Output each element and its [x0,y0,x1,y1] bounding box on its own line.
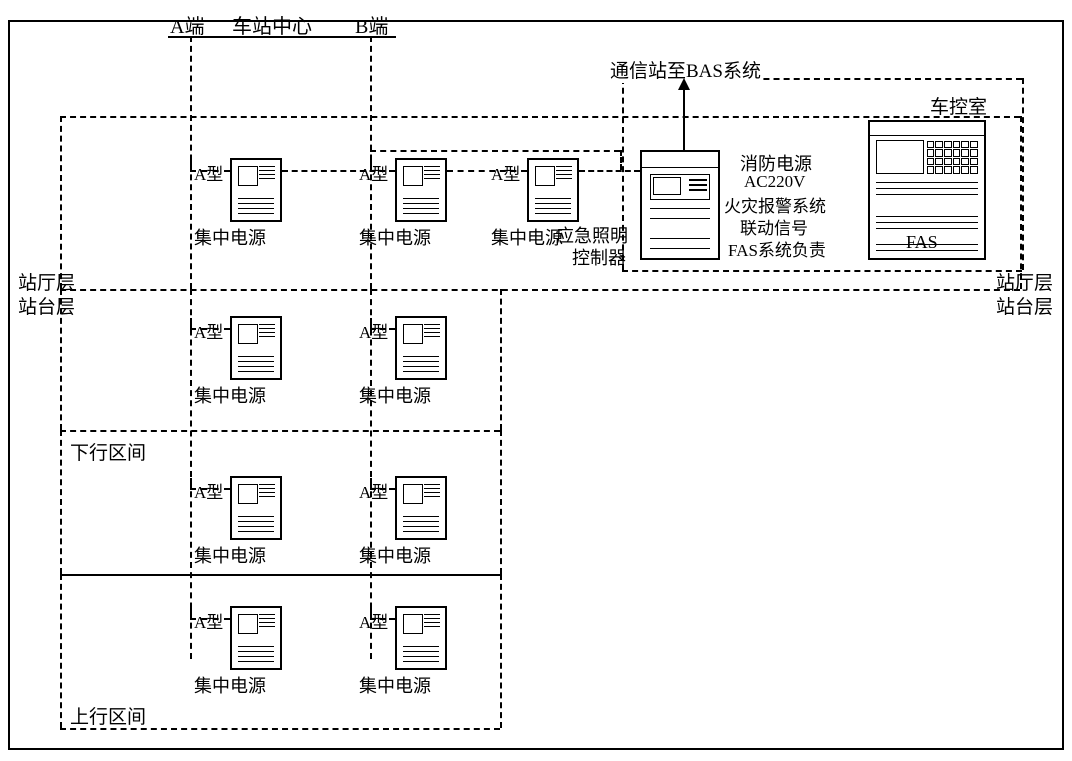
device-subtitle-label: 集中电源 [491,224,563,250]
label-hall-left-2: 站台层 [18,292,75,319]
bus-row1-seg4 [579,170,640,172]
controller-label-2: 控制器 [572,244,626,270]
label-hall-right-1: 站厅层 [996,268,1053,295]
hall-left [60,116,62,289]
device-subtitle-label: 集中电源 [359,672,431,698]
fas-label: FAS [906,232,938,253]
label-downlink: 下行区间 [70,438,146,465]
notch-row3-a [190,478,192,488]
device-d6 [230,476,282,540]
device-d2 [395,158,447,222]
label-a-end: A端 [170,10,204,39]
device-type-label: A型 [359,478,388,503]
bus-row4-b [370,618,395,620]
device-d1 [230,158,282,222]
bus-row4-a [190,618,230,620]
label-hall-left-1: 站厅层 [18,268,75,295]
bus-row1-seg3 [447,170,527,172]
device-type-label: A型 [194,318,223,343]
bus-row3-b [370,488,395,490]
device-type-label: A型 [359,160,388,185]
bus-row3-a [190,488,230,490]
device-subtitle-label: 集中电源 [194,224,266,250]
device-subtitle-label: 集中电源 [194,382,266,408]
down-right [500,430,502,574]
bus-row2-a [190,328,230,330]
device-type-label: A型 [359,608,388,633]
plat-bottom [60,430,500,432]
label-control-room: 车控室 [930,92,987,119]
notch-d1-a [190,160,192,170]
notch-row4-a [190,608,192,618]
device-type-label: A型 [359,318,388,343]
header-underline [168,36,396,38]
device-d7 [395,476,447,540]
fas-text-5: FAS系统负责 [728,236,826,261]
bas-arrow [674,78,694,150]
hall-bottom [60,289,1020,291]
bus-row1-seg2 [282,170,395,172]
notch-row3-b [370,478,372,488]
notch-row4-b [370,608,372,618]
notch-d2-a [370,160,372,170]
busB-v2 [370,289,372,659]
hall-top [60,116,1020,118]
device-d9 [395,606,447,670]
device-subtitle-label: 集中电源 [359,224,431,250]
up-left [60,574,62,728]
bus-row1b-seg1 [370,150,620,152]
diagram-stage: A端 车站中心 B端 站厅层 站台层 站厅层 站台层 下行区间 上行区间 通信站… [0,0,1072,761]
busA-v2 [190,289,192,659]
plat-right [500,289,502,430]
label-center: 车站中心 [232,10,312,39]
controller-cabinet [640,150,720,260]
device-d3 [527,158,579,222]
down-left [60,430,62,574]
device-type-label: A型 [194,160,223,185]
ctrl-bottom [622,270,1022,272]
device-subtitle-label: 集中电源 [194,542,266,568]
notch-row2-b [370,318,372,328]
device-type-label: A型 [194,608,223,633]
bus-row1-seg1 [190,170,230,172]
up-right [500,574,502,728]
device-d8 [230,606,282,670]
device-subtitle-label: 集中电源 [194,672,266,698]
bus-row1b-drop [620,150,622,170]
down-up-sep [60,574,500,576]
device-d4 [230,316,282,380]
fas-text-2: AC220V [744,172,805,192]
device-type-label: A型 [194,478,223,503]
label-hall-right-2: 站台层 [996,292,1053,319]
device-type-label: A型 [491,160,520,185]
ctrl-right-v [1022,78,1024,270]
notch-row2-a [190,318,192,328]
label-b-end: B端 [355,10,388,39]
bus-row2-b [370,328,395,330]
label-uplink: 上行区间 [70,702,146,729]
device-d5 [395,316,447,380]
